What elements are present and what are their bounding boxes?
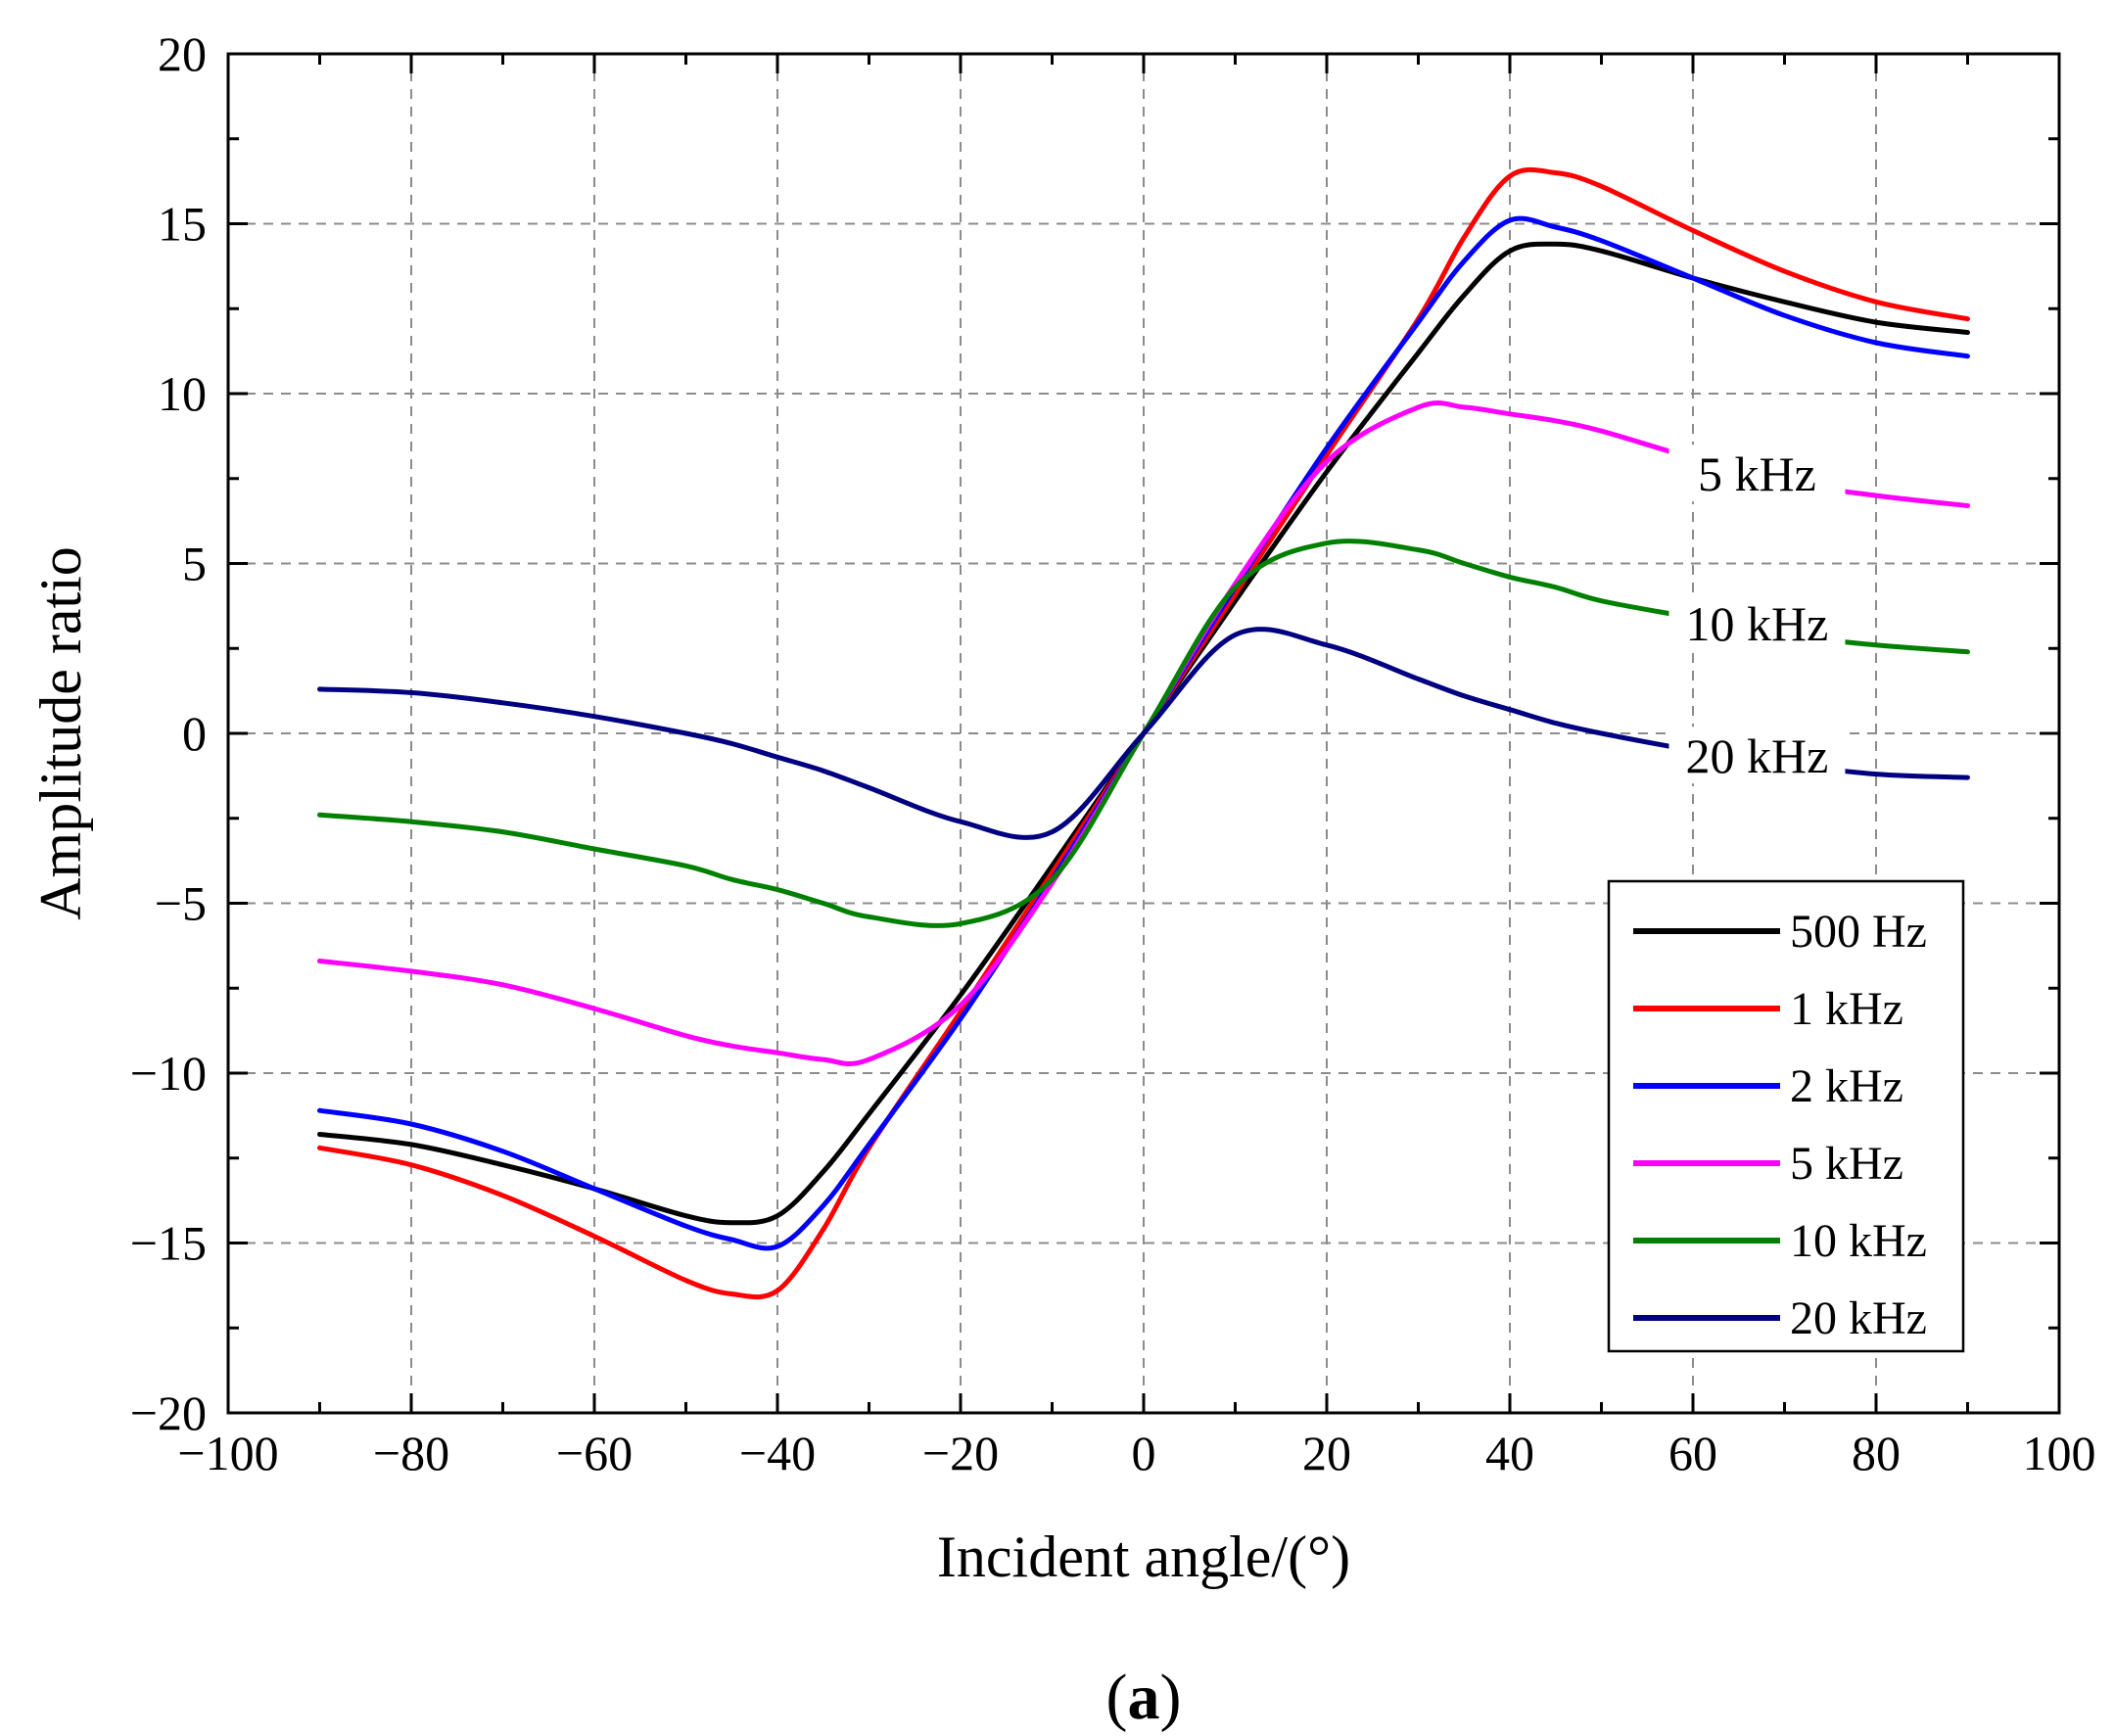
legend-label-20-khz: 20 kHz xyxy=(1790,1292,1927,1344)
x-tick-label: 80 xyxy=(1852,1426,1901,1480)
inline-series-labels: 5 kHz 10 kHz 20 kHz xyxy=(1668,445,1846,784)
caption-open-paren: ( xyxy=(1106,1662,1128,1733)
inline-label-20-khz: 20 kHz xyxy=(1686,728,1829,783)
y-tick-label: −20 xyxy=(130,1385,207,1440)
inline-label-10-khz: 10 kHz xyxy=(1686,596,1829,651)
x-tick-labels: −100 −80 −60 −40 −20 0 20 40 60 80 100 xyxy=(177,1426,2095,1480)
label-mask xyxy=(1668,445,1846,502)
x-tick-label: −60 xyxy=(556,1426,633,1480)
legend-label-10-khz: 10 kHz xyxy=(1790,1215,1927,1267)
x-tick-label: −20 xyxy=(922,1426,999,1480)
legend-label-5-khz: 5 kHz xyxy=(1790,1138,1903,1190)
axis-ticks xyxy=(226,52,2061,1415)
legend: 500 Hz 1 kHz 2 kHz 5 kHz 10 kHz 20 kHz xyxy=(1607,879,1965,1353)
x-tick-label: 0 xyxy=(1132,1426,1156,1480)
legend-label-2-khz: 2 kHz xyxy=(1790,1060,1903,1112)
y-tick-label: 5 xyxy=(182,537,207,591)
y-tick-label: 15 xyxy=(158,197,207,252)
series-lines xyxy=(317,166,1970,1300)
caption-letter: a xyxy=(1128,1662,1160,1733)
legend-label-500-hz: 500 Hz xyxy=(1790,906,1927,958)
label-mask xyxy=(1668,593,1846,651)
legend-box xyxy=(1607,879,1965,1353)
y-tick-label: −10 xyxy=(130,1046,207,1101)
x-axis-title: Incident angle/(°) xyxy=(937,1525,1350,1589)
y-tick-label: −5 xyxy=(155,876,207,931)
x-tick-label: 40 xyxy=(1485,1426,1534,1480)
y-tick-label: 10 xyxy=(158,366,207,421)
x-tick-label: 100 xyxy=(2023,1426,2096,1480)
y-tick-labels: −20 −15 −10 −5 0 5 10 15 20 xyxy=(130,26,207,1440)
inline-label-5-khz: 5 kHz xyxy=(1698,446,1816,501)
x-tick-label: 60 xyxy=(1668,1426,1717,1480)
y-axis-title: Amplitude ratio xyxy=(28,546,93,920)
x-tick-label: 20 xyxy=(1302,1426,1351,1480)
y-tick-label: 20 xyxy=(158,26,207,81)
x-tick-label: −100 xyxy=(177,1426,278,1480)
x-tick-label: −40 xyxy=(739,1426,816,1480)
series-line-20-khz xyxy=(317,627,1970,840)
y-tick-label: 0 xyxy=(182,706,207,761)
legend-label-1-khz: 1 kHz xyxy=(1790,983,1903,1035)
label-mask xyxy=(1668,727,1846,784)
x-tick-label: −80 xyxy=(373,1426,449,1480)
caption-close-paren: ) xyxy=(1160,1662,1182,1733)
y-tick-label: −15 xyxy=(130,1216,207,1271)
figure-caption: (a) xyxy=(1106,1662,1182,1733)
